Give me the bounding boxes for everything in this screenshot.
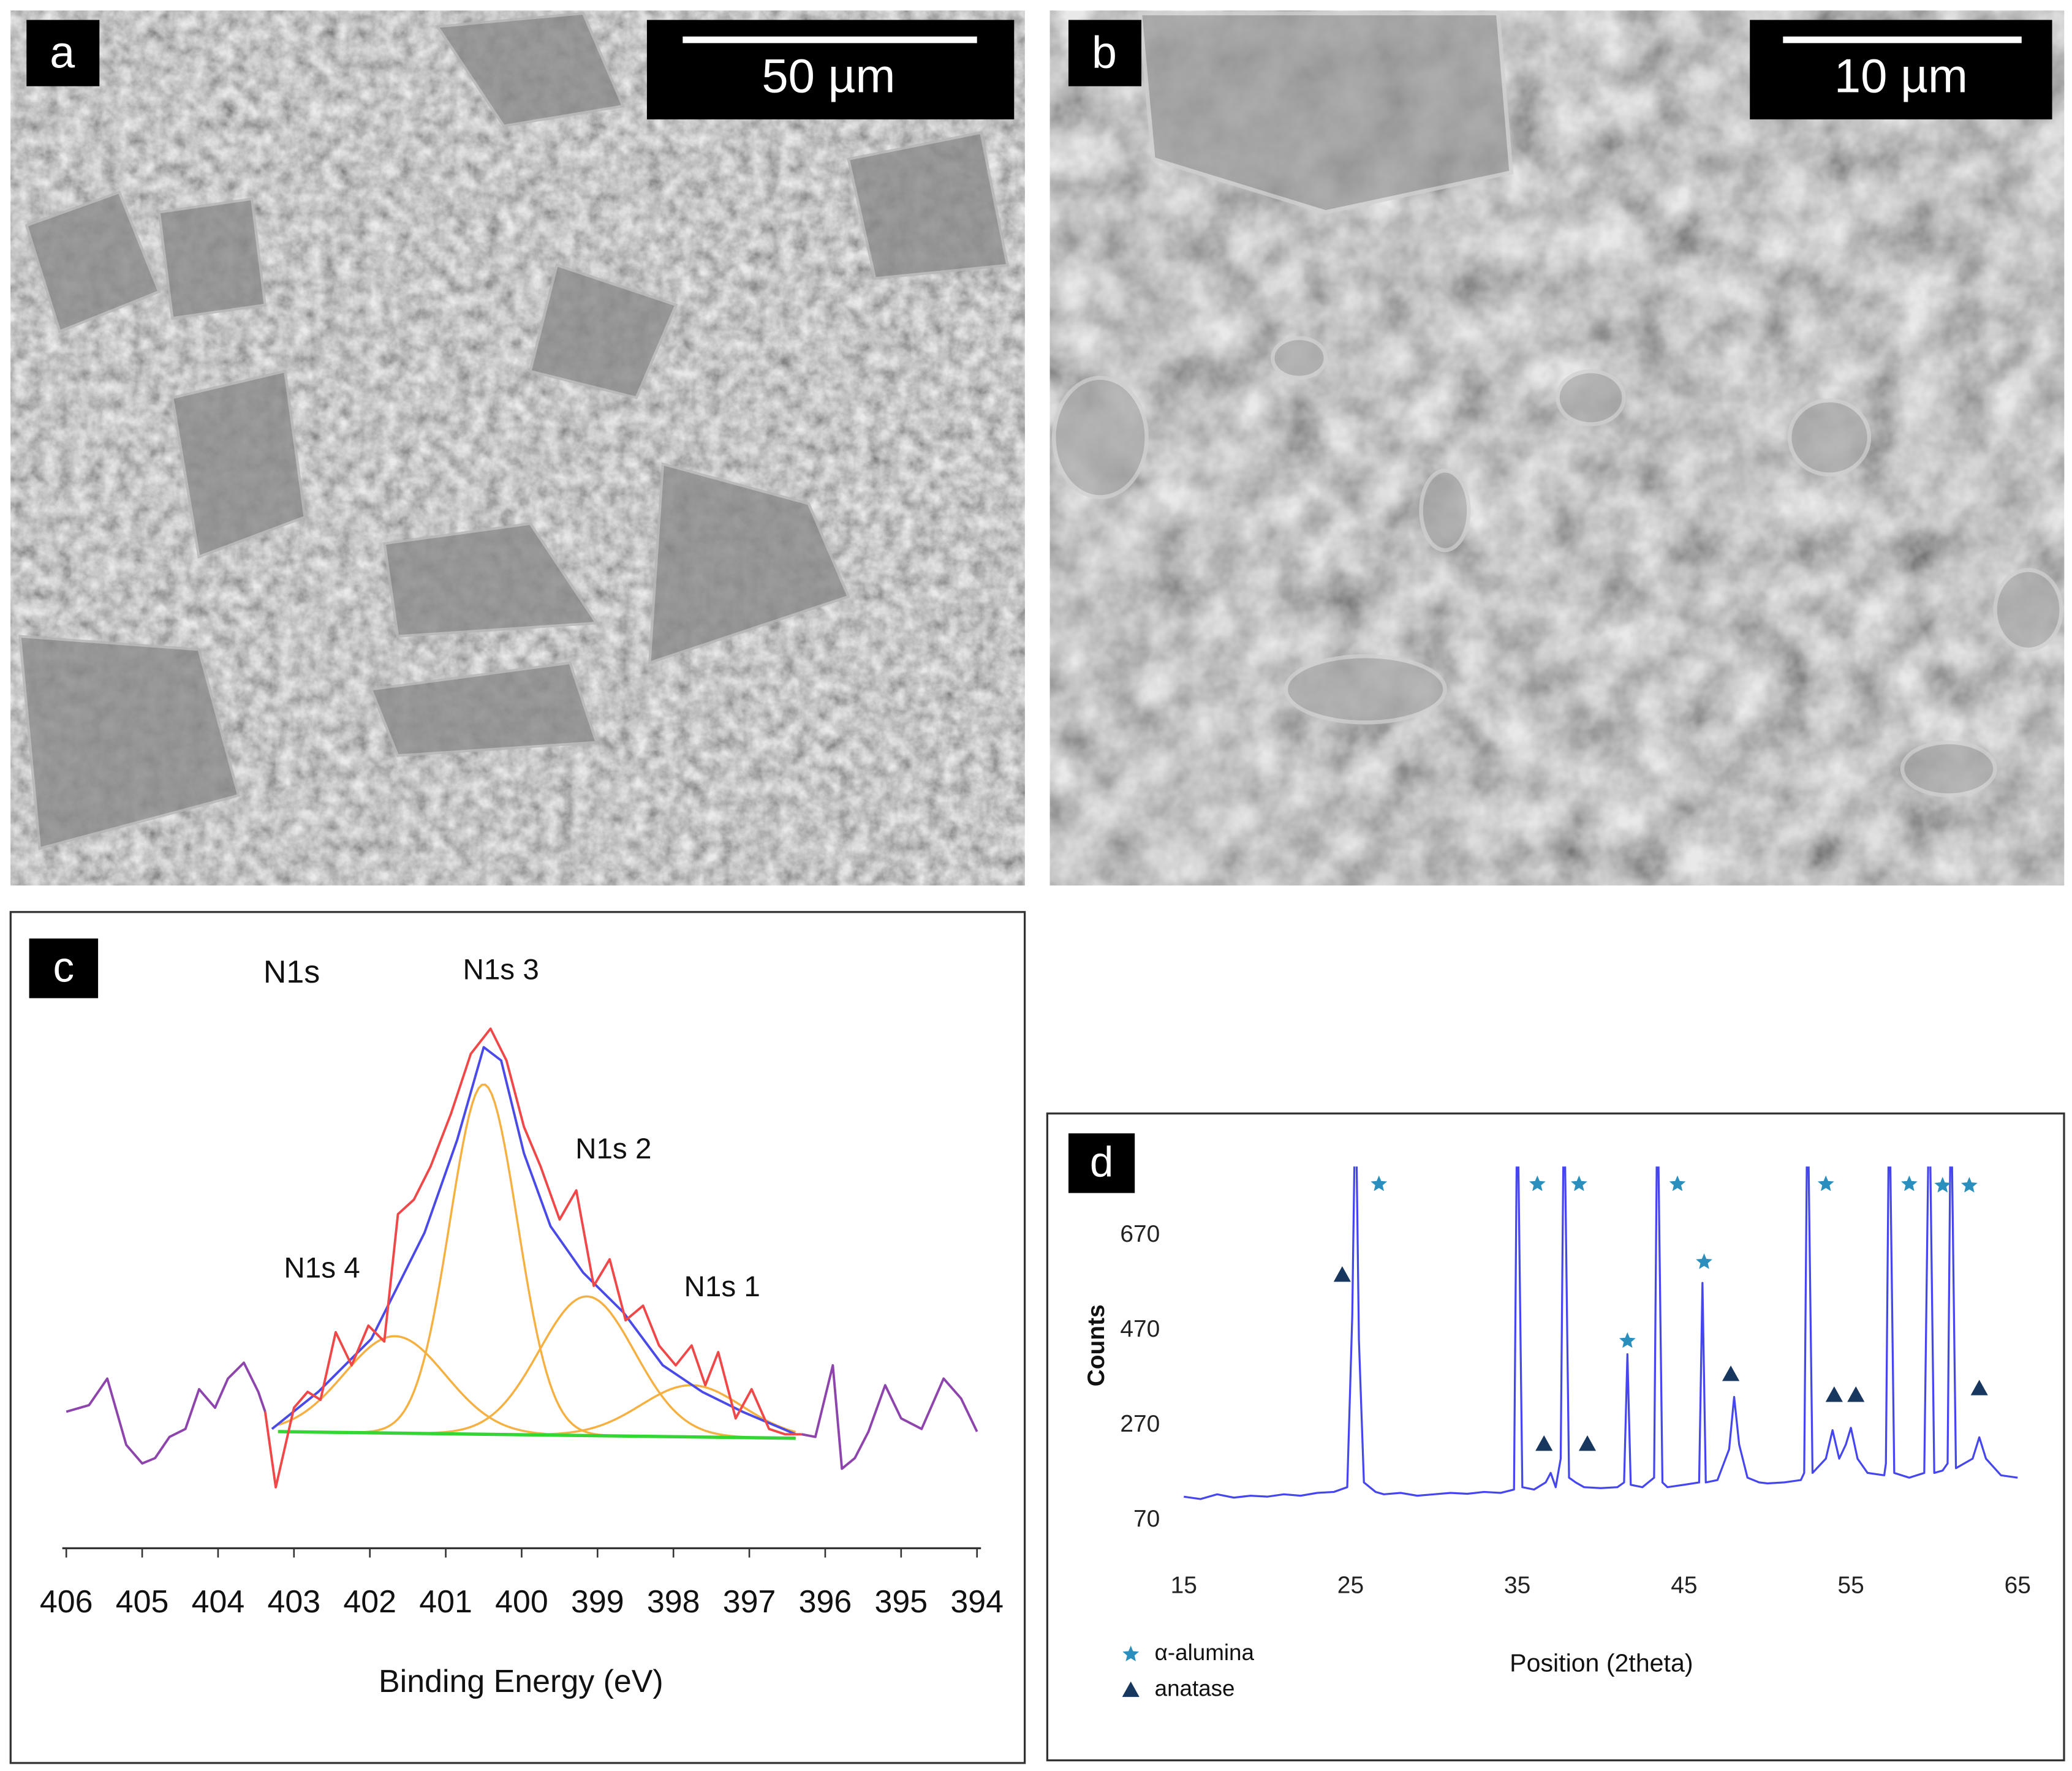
panel-label: d: [1090, 1138, 1114, 1185]
flake: [170, 369, 307, 559]
plot-area: [1184, 1166, 2018, 1500]
sem-panel-b: b 10 µm: [1049, 10, 2065, 886]
xrd-chart: 70 270 470 670 15 25 35 45 55 65 α-alumina anatase: [1120, 1166, 2031, 1701]
panel-label-box: [1068, 1133, 1135, 1193]
sem-flakes: [18, 12, 1010, 850]
x-tick-label: 45: [1671, 1572, 1697, 1598]
grain: [1419, 468, 1471, 553]
peak-marker: [1825, 1386, 1843, 1402]
chart-title: N1s: [263, 954, 320, 990]
x-axis-label: Position (2theta): [1510, 1649, 1693, 1677]
x-axis-label: Binding Energy (eV): [379, 1664, 664, 1699]
x-tick-label: 395: [875, 1584, 928, 1620]
x-tick-label: 401: [419, 1584, 472, 1620]
legend-label: anatase: [1155, 1676, 1235, 1701]
peak-marker: [1900, 1175, 1918, 1191]
peak-marker: [1669, 1175, 1686, 1191]
flake: [157, 197, 267, 320]
x-tick-label: 394: [950, 1584, 1004, 1620]
panel-label: c: [53, 943, 75, 991]
legend-marker: [1122, 1681, 1140, 1697]
peak-marker: [1960, 1177, 1978, 1193]
x-tick-label: 35: [1504, 1572, 1530, 1598]
panel-label-box: [1068, 20, 1142, 86]
flake: [435, 12, 626, 128]
flake: [18, 635, 241, 850]
flake: [648, 462, 850, 665]
grain: [1993, 568, 2063, 652]
scale-bar-label: 50 µm: [762, 48, 895, 102]
peak-marker: [1847, 1386, 1865, 1402]
baseline: [278, 1430, 796, 1440]
peak-marker: [1529, 1175, 1546, 1191]
x-tick-label: 406: [40, 1584, 93, 1620]
legend-label: α-alumina: [1155, 1640, 1255, 1665]
scale-bar-label: 10 µm: [1834, 48, 1968, 102]
peak-label: N1s 2: [575, 1133, 651, 1165]
panel-label: b: [1092, 26, 1117, 77]
sem-panel-a: a 50 µm: [10, 10, 1025, 886]
x-tick-label: 25: [1337, 1572, 1364, 1598]
legend-marker: [1122, 1645, 1140, 1661]
x-tick-label: 400: [495, 1584, 548, 1620]
y-tick-label: 670: [1120, 1221, 1160, 1247]
peak-marker: [1571, 1175, 1587, 1191]
sem-grains: [1051, 11, 2063, 798]
peak-marker: [1578, 1435, 1597, 1451]
pattern-line: [1184, 1166, 2018, 1500]
x-tick-label: 399: [571, 1584, 624, 1620]
xps-chart: 406 405 404 403 402 401 400 399 398 397 396 395 394 N…: [40, 954, 1004, 1620]
flake: [369, 661, 599, 757]
x-tick-label: 65: [2005, 1572, 2031, 1598]
flake: [528, 263, 678, 399]
spectrum-line: [66, 1361, 267, 1465]
peak-marker: [1722, 1365, 1740, 1381]
flake: [383, 522, 599, 638]
panel-label: a: [50, 26, 75, 77]
spectrum-line: [263, 1027, 802, 1489]
peak-marker: [1970, 1380, 1988, 1395]
panel-label-box: [29, 938, 99, 999]
peak-marker: [1696, 1253, 1712, 1269]
panel-frame: [9, 911, 1026, 1764]
grain: [1787, 398, 1872, 477]
scale-bar-box: [1750, 20, 2052, 119]
x-tick-label: 55: [1837, 1572, 1864, 1598]
peak-label: N1s 4: [284, 1252, 360, 1285]
panel-label-box: [26, 20, 100, 86]
y-tick-label: 270: [1120, 1411, 1160, 1437]
peak-marker: [1934, 1177, 1951, 1193]
grain: [1900, 740, 1997, 798]
x-tick-label: 398: [647, 1584, 700, 1620]
x-tick-label: 403: [267, 1584, 320, 1620]
y-tick-label: 470: [1120, 1316, 1160, 1342]
peak-marker: [1817, 1175, 1834, 1191]
spectrum-line: [801, 1364, 978, 1470]
peak-marker: [1535, 1435, 1553, 1451]
y-axis-label: Counts: [1083, 1304, 1110, 1386]
y-tick-label: 70: [1133, 1506, 1160, 1532]
grain: [1051, 376, 1149, 499]
x-tick-label: 15: [1171, 1572, 1197, 1598]
grain: [1556, 369, 1626, 426]
peak-label: N1s 1: [684, 1271, 760, 1303]
flake: [25, 191, 161, 333]
peak-marker: [1371, 1175, 1388, 1191]
scale-bar-box: [646, 20, 1015, 119]
peak-marker: [1333, 1266, 1351, 1282]
x-tick-label: 396: [799, 1584, 852, 1620]
grain: [1138, 11, 1514, 214]
flake: [847, 130, 1010, 280]
x-tick-label: 404: [192, 1584, 245, 1620]
peak-marker: [1619, 1332, 1636, 1348]
grain: [1270, 336, 1328, 380]
x-tick-label: 405: [116, 1584, 169, 1620]
peak-label: N1s 3: [463, 954, 539, 986]
grain: [1284, 654, 1447, 725]
x-tick-label: 402: [343, 1584, 396, 1620]
x-tick-label: 397: [723, 1584, 776, 1620]
